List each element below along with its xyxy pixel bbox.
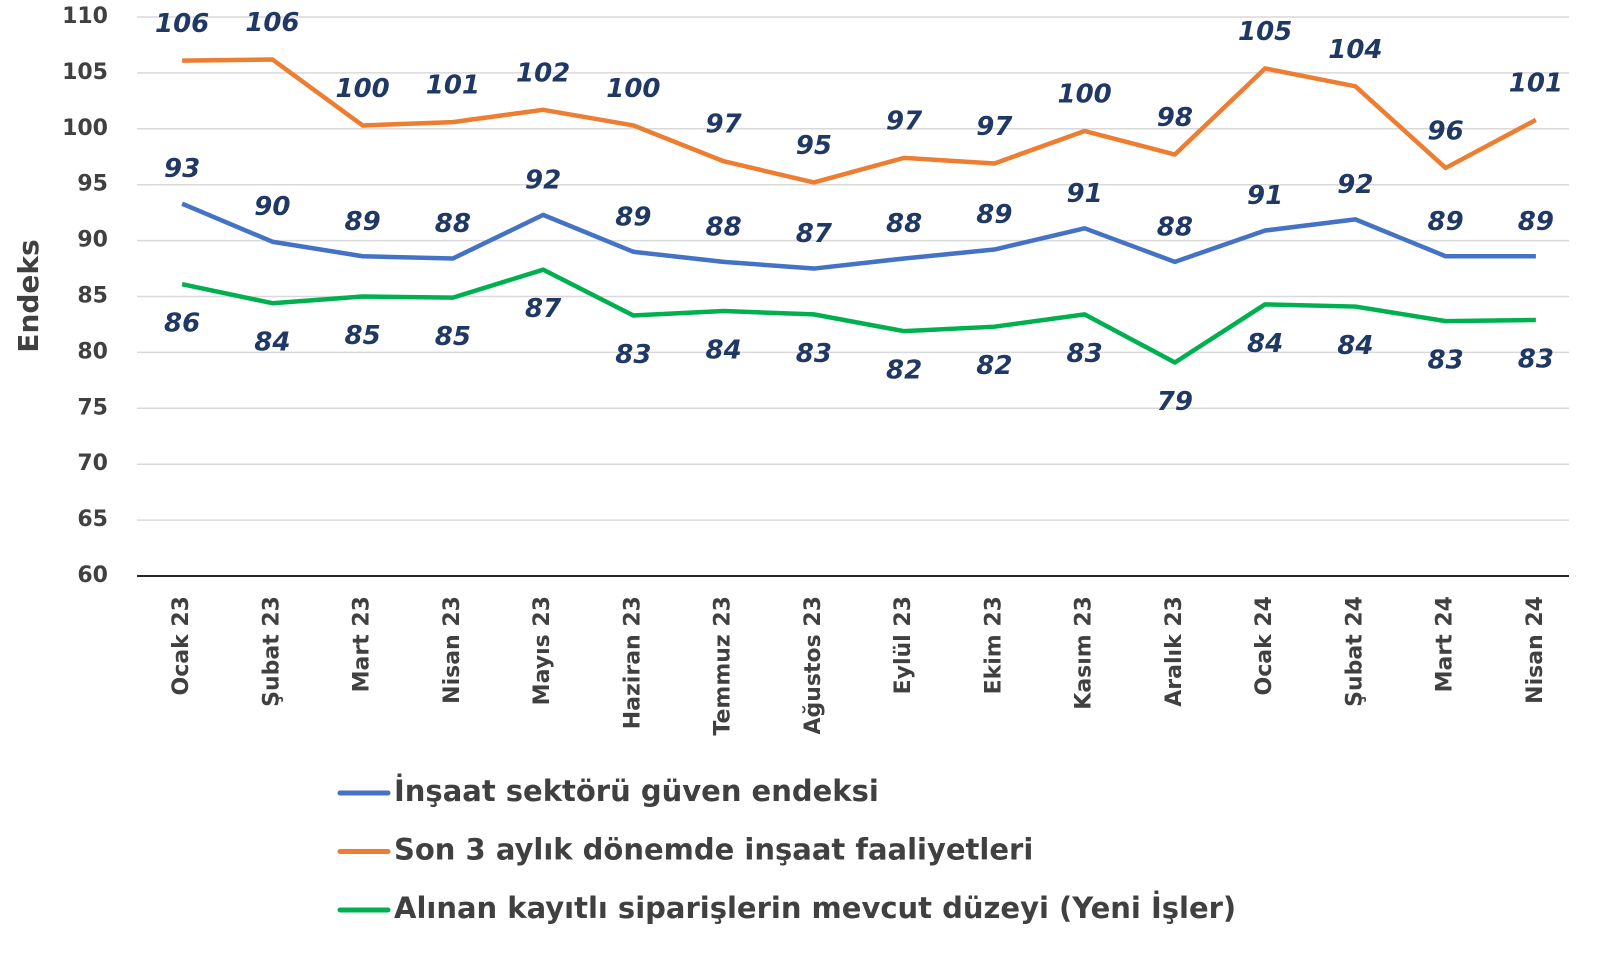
y-tick-label: 70 xyxy=(77,451,108,476)
y-tick-label: 80 xyxy=(77,339,108,364)
y-axis-title: Endeks xyxy=(12,239,45,352)
data-label: 87 xyxy=(796,219,833,249)
x-tick-label: Ocak 24 xyxy=(1252,596,1277,696)
data-label: 84 xyxy=(1247,329,1283,359)
data-label: 97 xyxy=(976,112,1013,142)
x-tick-label: Ocak 23 xyxy=(169,596,194,696)
x-tick-label: Nisan 24 xyxy=(1523,596,1548,704)
x-tick-label: Haziran 23 xyxy=(620,596,645,729)
y-tick-label: 95 xyxy=(77,172,108,197)
data-label: 89 xyxy=(976,200,1012,230)
x-tick-label: Temmuz 23 xyxy=(711,596,736,736)
y-tick-label: 105 xyxy=(62,60,108,85)
y-tick-label: 65 xyxy=(77,507,108,532)
data-label: 84 xyxy=(706,336,742,366)
data-label: 106 xyxy=(155,9,209,39)
x-tick-label: Eylül 23 xyxy=(891,596,916,694)
data-label: 98 xyxy=(1157,103,1193,133)
x-tick-label: Şubat 24 xyxy=(1342,596,1367,707)
data-label: 89 xyxy=(345,207,381,237)
data-label: 86 xyxy=(164,309,200,339)
y-tick-label: 90 xyxy=(77,228,108,253)
data-label: 101 xyxy=(1509,68,1563,98)
data-label: 85 xyxy=(345,321,381,351)
data-label: 105 xyxy=(1238,17,1292,47)
legend-label: Alınan kayıtlı siparişlerin mevcut düzey… xyxy=(394,891,1236,925)
data-label: 91 xyxy=(1247,181,1283,211)
x-tick-label: Şubat 23 xyxy=(259,596,284,707)
data-label: 83 xyxy=(1428,346,1464,376)
data-label: 82 xyxy=(886,356,922,386)
data-label: 89 xyxy=(615,202,651,232)
data-label: 101 xyxy=(426,71,480,101)
data-label: 104 xyxy=(1328,35,1382,65)
data-label: 102 xyxy=(516,58,570,88)
data-label: 85 xyxy=(435,322,471,352)
data-label: 84 xyxy=(254,328,290,358)
x-tick-label: Aralık 23 xyxy=(1162,596,1187,707)
series-line xyxy=(181,267,1536,365)
data-label: 95 xyxy=(796,131,832,161)
y-tick-label: 60 xyxy=(77,563,108,588)
data-label: 88 xyxy=(886,209,922,239)
data-label: 96 xyxy=(1428,116,1464,146)
data-label: 90 xyxy=(254,192,290,222)
data-label: 88 xyxy=(435,209,471,239)
data-label: 87 xyxy=(525,294,562,324)
x-tick-label: Mayıs 23 xyxy=(530,596,555,705)
data-label: 82 xyxy=(976,351,1012,381)
data-label: 100 xyxy=(335,74,389,104)
data-label: 83 xyxy=(796,339,832,369)
legend-label: İnşaat sektörü güven endeksi xyxy=(394,774,879,808)
data-label: 97 xyxy=(886,106,923,136)
data-label: 83 xyxy=(1518,344,1554,374)
data-label: 88 xyxy=(1157,212,1193,242)
data-label: 92 xyxy=(1337,170,1373,200)
data-label: 89 xyxy=(1518,207,1554,237)
y-tick-label: 75 xyxy=(77,395,108,420)
x-tick-label: Nisan 23 xyxy=(440,596,465,704)
data-label: 100 xyxy=(1057,80,1111,110)
data-label: 100 xyxy=(606,74,660,104)
x-tick-label: Ekim 23 xyxy=(981,596,1006,694)
data-label: 88 xyxy=(706,212,742,242)
x-tick-label: Kasım 23 xyxy=(1072,596,1097,710)
data-label: 83 xyxy=(1067,339,1103,369)
y-tick-label: 110 xyxy=(62,4,108,29)
data-label: 106 xyxy=(245,8,299,38)
data-label: 89 xyxy=(1428,207,1464,237)
series-line xyxy=(182,57,1537,185)
x-tick-label: Mart 23 xyxy=(350,596,375,692)
series-line xyxy=(181,201,1536,271)
y-tick-label: 85 xyxy=(77,284,108,309)
data-label: 79 xyxy=(1157,387,1193,417)
x-tick-label: Mart 24 xyxy=(1433,596,1458,692)
data-label: 84 xyxy=(1337,331,1373,361)
y-tick-label: 100 xyxy=(62,116,108,141)
legend-label: Son 3 aylık dönemde inşaat faaliyetleri xyxy=(394,833,1033,867)
data-label: 93 xyxy=(164,154,200,184)
data-label: 97 xyxy=(706,110,743,140)
data-label: 91 xyxy=(1067,179,1103,209)
x-tick-label: Ağustos 23 xyxy=(801,596,826,735)
data-label: 83 xyxy=(615,340,651,370)
data-label: 92 xyxy=(525,165,561,195)
